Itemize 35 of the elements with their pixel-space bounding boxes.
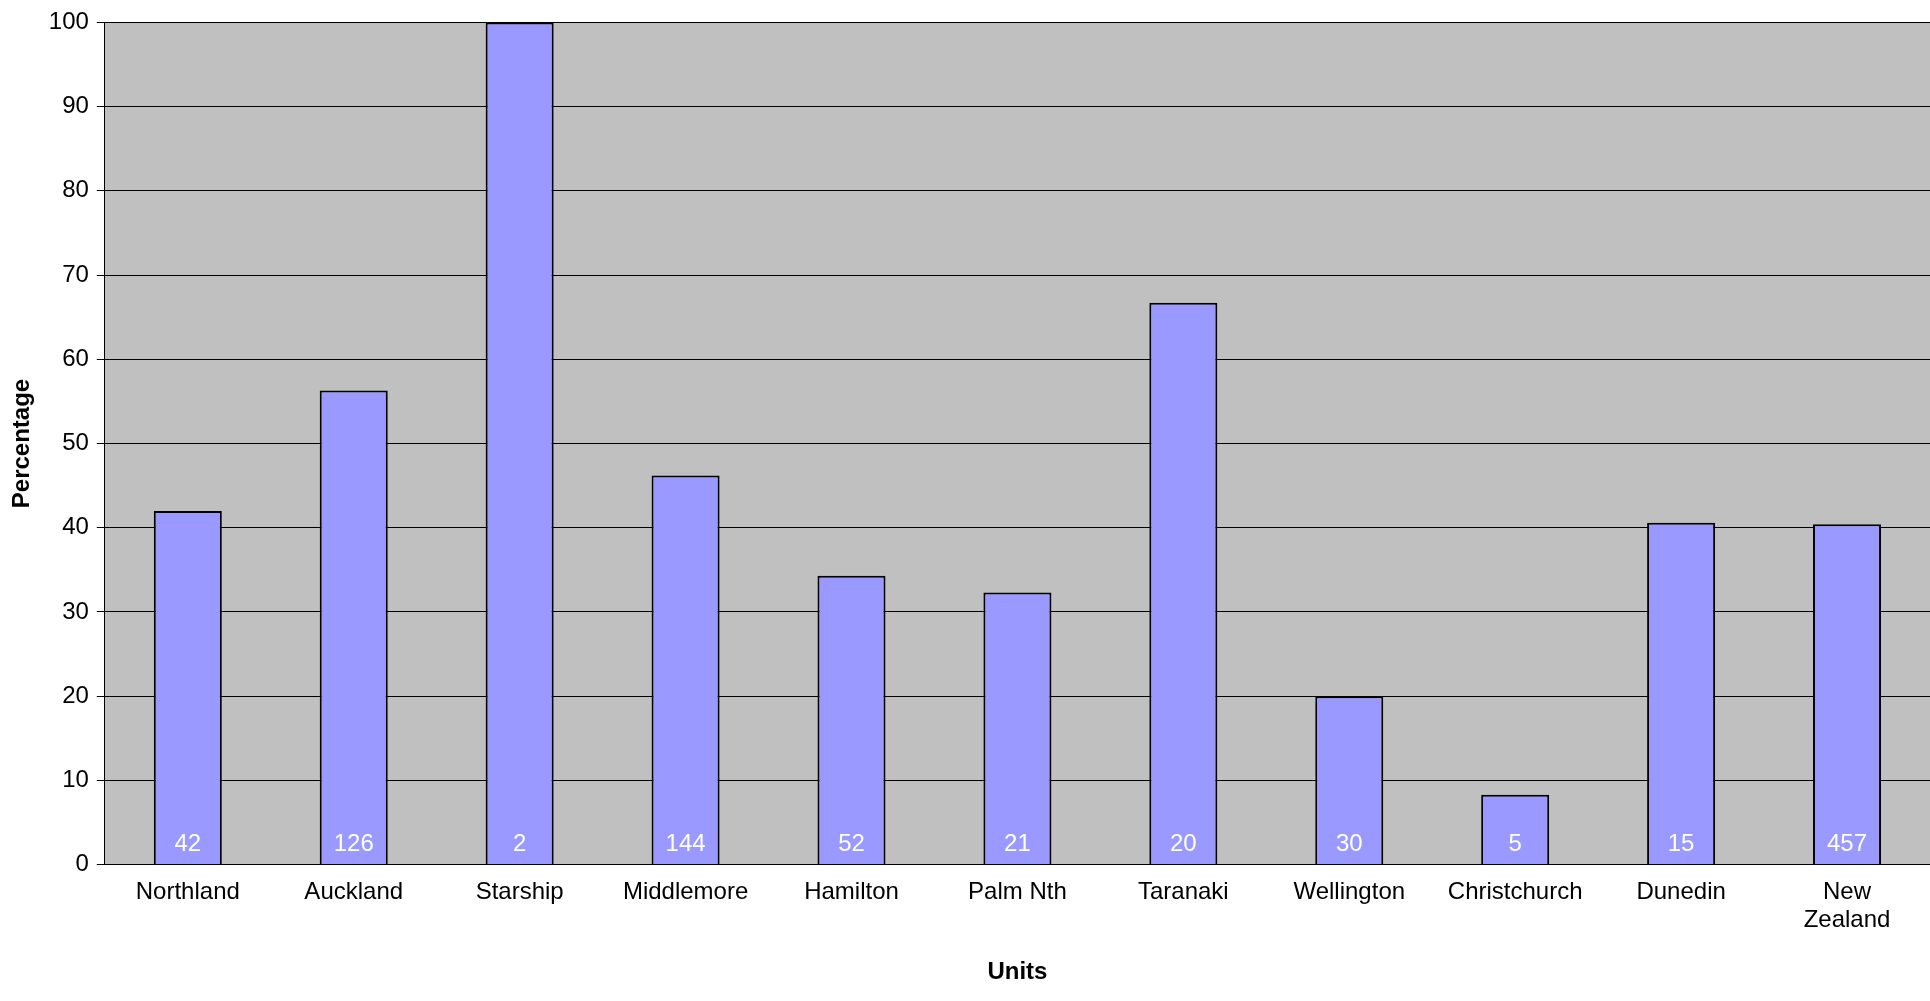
annotation: 15 (1667, 829, 1695, 857)
y-tick-label: 30 (62, 596, 89, 624)
y-tick-label: 40 (62, 512, 89, 540)
annotation: 20 (1169, 829, 1197, 857)
x-tick-label: Wellington (1293, 876, 1406, 904)
x-tick-label: Christchurch (1447, 876, 1583, 904)
x-tick-label: Middlemore (622, 876, 749, 904)
annotation: 126 (333, 829, 374, 857)
y-axis-title: Percentage (7, 378, 35, 509)
y-tick-label: 70 (62, 259, 89, 287)
y-tick-label: 10 (62, 765, 89, 793)
annotation: 5 (1508, 829, 1522, 857)
x-tick-label: Taranaki (1137, 876, 1229, 904)
x-tick-label: Auckland (304, 876, 404, 904)
y-tick-label: 0 (75, 849, 89, 877)
x-tick-label: Starship (475, 876, 564, 904)
y-tick-label: 50 (62, 428, 89, 456)
x-tick-label: Northland (135, 876, 240, 904)
annotation: 144 (665, 829, 706, 857)
x-tick-label: Palm Nth (968, 876, 1067, 904)
y-tick-label: 100 (48, 7, 89, 35)
x-tick-label: Dunedin (1636, 876, 1726, 904)
y-tick-label: 80 (62, 175, 89, 203)
annotation: 21 (1004, 829, 1031, 857)
y-tick-label: 90 (62, 91, 89, 119)
y-tick-label: 20 (62, 680, 89, 708)
annotation: 2 (512, 829, 527, 857)
x-tick-label: Hamilton (804, 876, 899, 904)
y-tick-label: 60 (62, 343, 89, 371)
x-axis-title: Units (987, 957, 1048, 985)
annotation: 457 (1827, 829, 1868, 857)
annotation: 42 (174, 829, 202, 857)
annotation: 30 (1335, 829, 1363, 857)
x-tick-label: New Zealand (1803, 876, 1891, 933)
annotation: 52 (838, 829, 865, 857)
